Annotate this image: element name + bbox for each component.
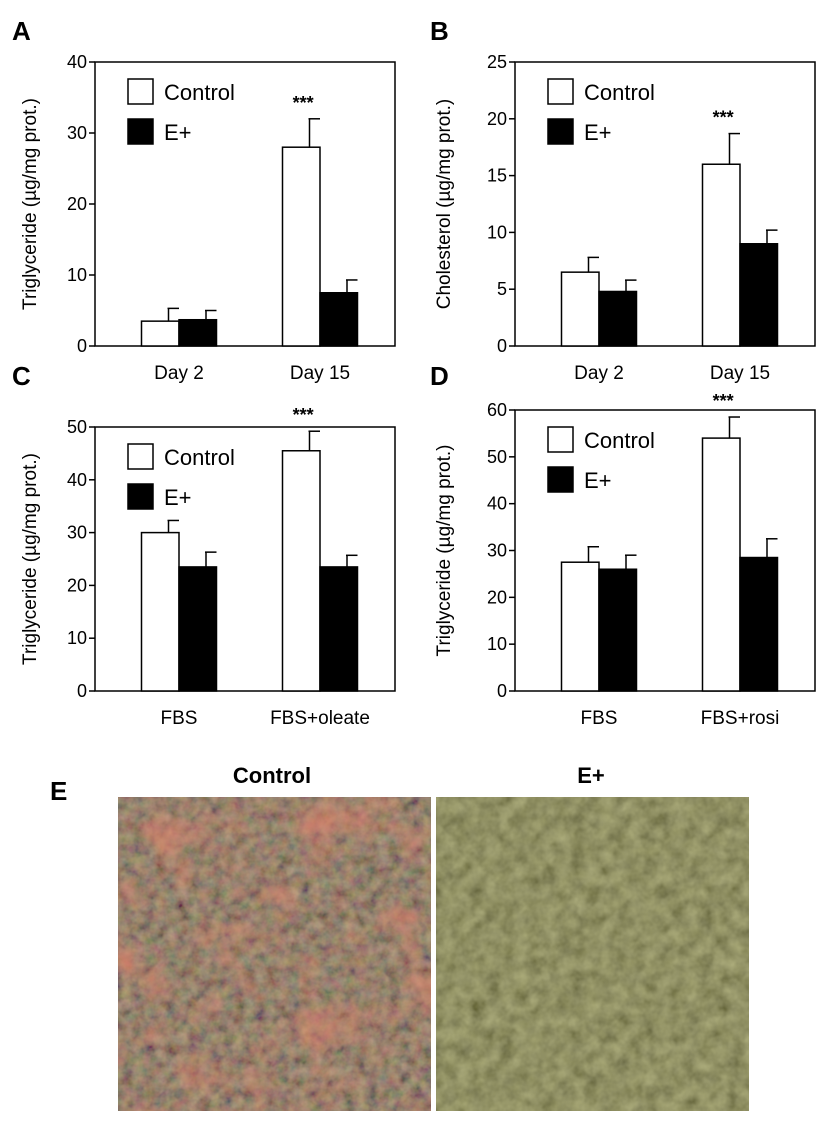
bar-control (560, 561, 600, 692)
bar-eplus (319, 292, 359, 347)
bar-eplus (598, 568, 638, 692)
y-tick-label: 0 (497, 336, 507, 356)
legend-swatch-control (547, 78, 574, 105)
y-tick-label: 10 (67, 628, 87, 648)
bar-control (701, 163, 741, 347)
y-tick-label: 50 (487, 447, 507, 467)
x-category-label: Day 2 (574, 363, 624, 384)
y-tick-label: 20 (487, 587, 507, 607)
bar-eplus (319, 566, 359, 692)
legend-label-eplus: E+ (164, 485, 192, 510)
legend-label-eplus: E+ (164, 120, 192, 145)
legend-swatch-eplus (127, 483, 154, 510)
y-tick-label: 50 (67, 417, 87, 437)
x-category-label: FBS+rosi (701, 708, 780, 729)
y-tick-label: 25 (487, 52, 507, 72)
bar-control (281, 146, 321, 347)
bar-control (560, 271, 600, 347)
x-category-label: Day 2 (154, 363, 204, 384)
legend-swatch-eplus (127, 118, 154, 145)
legend-label-control: Control (584, 80, 655, 105)
micrograph-eplus (436, 797, 749, 1111)
significance-label: *** (293, 405, 314, 425)
bar-eplus (178, 566, 218, 692)
y-tick-label: 40 (67, 52, 87, 72)
y-tick-label: 15 (487, 166, 507, 186)
y-tick-label: 30 (487, 541, 507, 561)
x-category-label: Day 15 (290, 363, 350, 384)
chart-panel-d: D 0 10 20 30 40 50 60 Triglyceride (µg/mg prot.)… (430, 361, 816, 729)
bar-eplus (739, 556, 779, 692)
x-category-label: FBS (581, 708, 618, 729)
x-category-label: Day 15 (710, 363, 770, 384)
bar-control (281, 450, 321, 692)
y-axis-label: Triglyceride (µg/mg prot.) (434, 445, 455, 657)
panel-letter-b: B (430, 16, 449, 46)
chart-panel-a: A 0 10 20 30 40 Triglyceride (µg/mg prot.) Day … (12, 16, 396, 384)
bar-eplus (598, 290, 638, 347)
bar-control (140, 531, 180, 692)
y-tick-label: 60 (487, 400, 507, 420)
y-tick-label: 40 (67, 470, 87, 490)
chart-panel-b: B 0 5 10 15 20 25 Cholesterol (µg/mg prot.) Day … (430, 16, 816, 384)
legend-swatch-control (547, 426, 574, 453)
panel-letter-e: E (50, 776, 67, 806)
image-title-eplus: E+ (577, 763, 605, 788)
plot-frame (94, 426, 396, 692)
plot-frame (514, 61, 816, 347)
legend-label-eplus: E+ (584, 120, 612, 145)
image-title-control: Control (233, 763, 311, 788)
significance-label: *** (293, 93, 314, 113)
y-axis-label: Triglyceride (µg/mg prot.) (20, 453, 41, 665)
legend-label-control: Control (164, 80, 235, 105)
y-tick-label: 40 (487, 494, 507, 514)
y-tick-label: 20 (67, 194, 87, 214)
y-tick-label: 0 (77, 336, 87, 356)
legend-swatch-control (127, 443, 154, 470)
y-tick-label: 20 (67, 575, 87, 595)
legend-swatch-control (127, 78, 154, 105)
y-tick-label: 10 (487, 222, 507, 242)
micrograph-control (118, 797, 431, 1111)
legend-swatch-eplus (547, 466, 574, 493)
y-tick-label: 30 (67, 523, 87, 543)
y-tick-label: 10 (487, 634, 507, 654)
panel-e: E Control E+ (50, 763, 749, 1111)
y-tick-label: 10 (67, 265, 87, 285)
micrograph-eplus-texture (436, 797, 749, 1111)
legend-label-control: Control (584, 428, 655, 453)
y-tick-label: 0 (77, 681, 87, 701)
bar-control (701, 437, 741, 692)
y-axis-label: Cholesterol (µg/mg prot.) (434, 99, 455, 310)
y-tick-label: 30 (67, 123, 87, 143)
significance-label: *** (713, 391, 734, 411)
y-tick-label: 5 (497, 279, 507, 299)
x-category-label: FBS+oleate (270, 708, 370, 729)
micrograph-control-stain (118, 797, 431, 1111)
bar-eplus (178, 318, 218, 347)
panel-letter-a: A (12, 16, 31, 46)
bar-eplus (739, 243, 779, 347)
y-axis-label: Triglyceride (µg/mg prot.) (20, 98, 41, 310)
y-tick-label: 20 (487, 109, 507, 129)
x-category-label: FBS (161, 708, 198, 729)
chart-panel-c: C 0 10 20 30 40 50 Triglyceride (µg/mg prot.) FB… (12, 361, 396, 729)
significance-label: *** (713, 108, 734, 128)
bar-control (140, 320, 180, 347)
panel-letter-d: D (430, 361, 449, 391)
legend-label-control: Control (164, 445, 235, 470)
panel-letter-c: C (12, 361, 31, 391)
legend-label-eplus: E+ (584, 468, 612, 493)
legend-swatch-eplus (547, 118, 574, 145)
y-tick-label: 0 (497, 681, 507, 701)
